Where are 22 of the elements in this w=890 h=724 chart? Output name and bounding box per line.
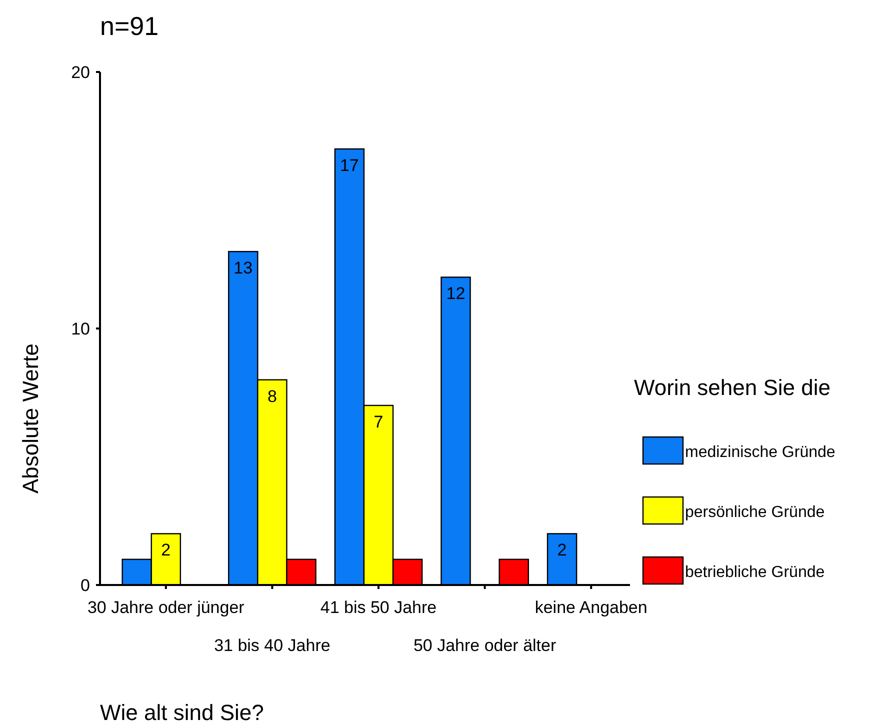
legend-label: persönliche Gründe bbox=[685, 504, 825, 521]
x-tick-label: keine Angaben bbox=[534, 598, 648, 617]
chart-title: n=91 bbox=[100, 11, 159, 41]
data-label: 13 bbox=[234, 258, 253, 278]
data-label: 7 bbox=[374, 412, 384, 432]
x-axis-title: Wie alt sind Sie? bbox=[100, 700, 264, 724]
x-tick-label: 30 Jahre oder jünger bbox=[87, 598, 245, 617]
legend-label: betriebliche Gründe bbox=[685, 564, 825, 581]
legend-label: medizinische Gründe bbox=[685, 444, 836, 461]
data-label: 2 bbox=[161, 540, 171, 560]
x-tick-label: 41 bis 50 Jahre bbox=[320, 598, 437, 617]
data-label: 12 bbox=[446, 284, 466, 304]
y-tick-label: 0 bbox=[80, 576, 90, 595]
legend-title: Worin sehen Sie die bbox=[634, 375, 830, 400]
y-tick-label: 20 bbox=[71, 63, 90, 82]
x-tick-label: 50 Jahre oder älter bbox=[413, 636, 556, 655]
data-label: 8 bbox=[267, 386, 277, 406]
x-tick-label: 31 bis 40 Jahre bbox=[214, 636, 330, 655]
data-label: 17 bbox=[340, 156, 359, 175]
y-tick-label: 10 bbox=[71, 320, 90, 338]
data-label: 2 bbox=[557, 540, 567, 560]
y-axis-title: Absolute Werte bbox=[18, 343, 43, 494]
